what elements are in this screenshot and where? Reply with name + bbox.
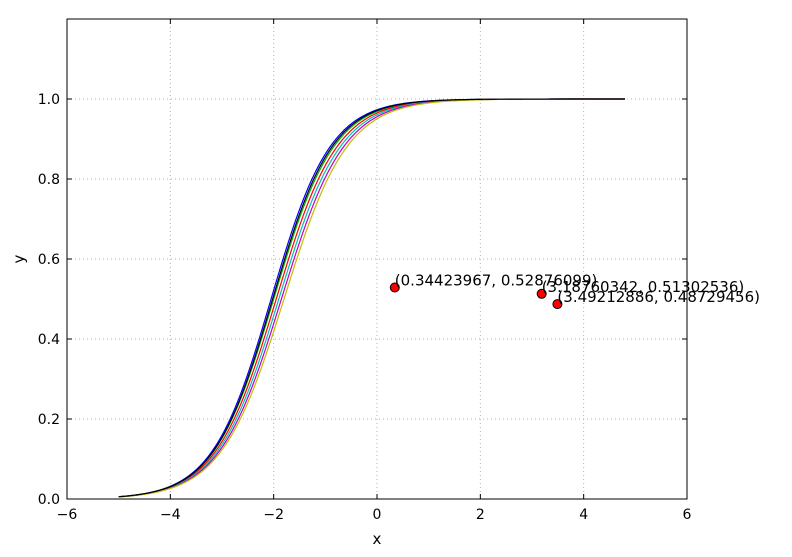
annotated-point: [389, 282, 400, 293]
x-tick-label: 6: [683, 507, 692, 523]
x-tick-label: 2: [476, 507, 485, 523]
y-tick-label: 0.2: [38, 412, 60, 428]
x-tick-label: −6: [57, 507, 78, 523]
x-axis-label: x: [373, 530, 382, 548]
series-line: [118, 98, 625, 498]
x-tick-label: 0: [373, 507, 382, 523]
point-annotation: (0.34423967, 0.52876099): [395, 271, 598, 289]
series-layer: [118, 98, 625, 498]
point-annotation: (3.18760342, 0.51302536): [542, 278, 745, 296]
y-tick-label: 0.6: [38, 252, 60, 268]
point-annotation: (3.49212886, 0.48729456): [557, 288, 760, 306]
y-axis-label: y: [10, 254, 28, 263]
x-tick-label: 4: [579, 507, 588, 523]
labels-layer: (0.34423967, 0.52876099)(3.18760342, 0.5…: [395, 271, 760, 306]
annotated-point: [536, 288, 547, 299]
y-tick-label: 1.0: [38, 92, 60, 108]
y-tick-label: 0.0: [38, 492, 60, 508]
annotated-point: [552, 299, 563, 310]
y-tick-label: 0.8: [38, 172, 60, 188]
y-tick-label: 0.4: [38, 332, 60, 348]
ticks: −6 −4 −2 0 2 4 6 0.0 0.2 0.4 0.6 0.8 1.0: [38, 19, 692, 523]
x-tick-label: −2: [263, 507, 284, 523]
points-layer: [389, 282, 563, 310]
x-tick-label: −4: [160, 507, 181, 523]
